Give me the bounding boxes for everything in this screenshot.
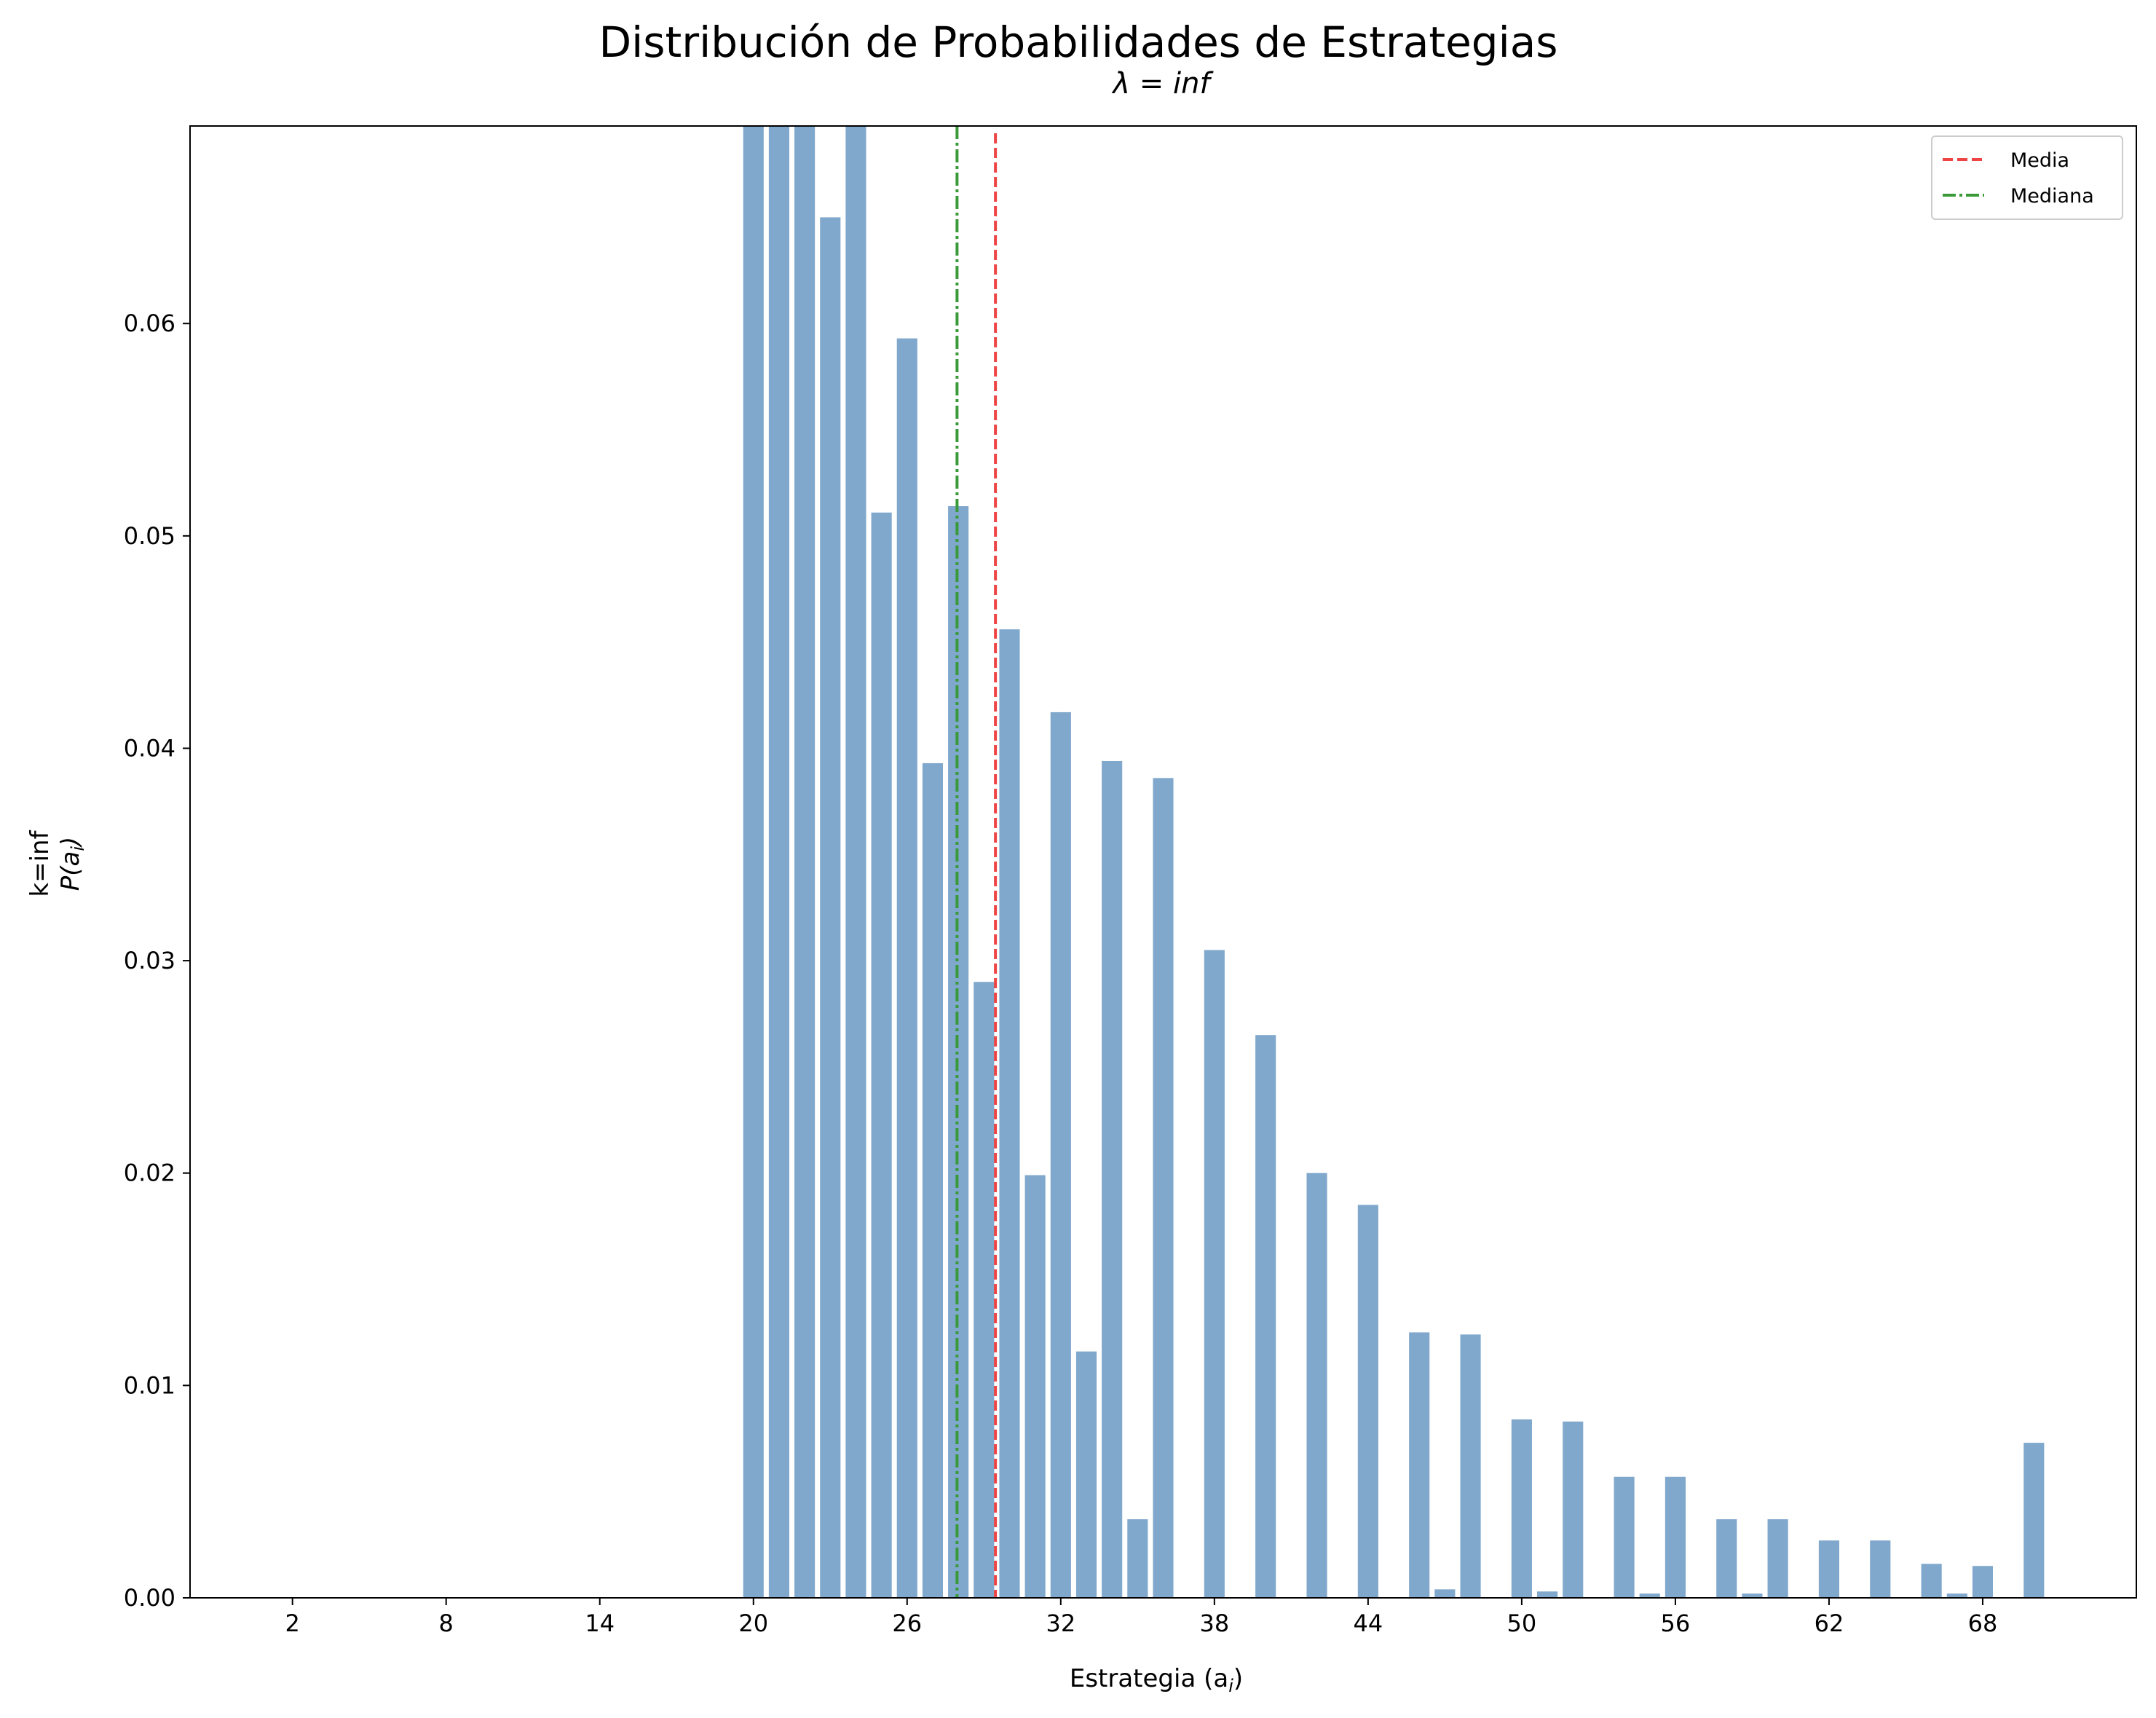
- bar-20: [743, 126, 764, 1598]
- legend-label-media: Media: [2010, 149, 2069, 172]
- bar-62: [1818, 1540, 1840, 1598]
- chart-subtitle: λ = inf: [1111, 67, 1214, 101]
- x-tick-label-38: 38: [1199, 1609, 1229, 1637]
- bar-22: [794, 126, 816, 1598]
- legend: Media Mediana: [1931, 135, 2123, 220]
- x-axis-label-subscript: i: [1228, 1676, 1233, 1696]
- y-tick-label-1: 0.01: [124, 1371, 175, 1399]
- bar-26: [896, 338, 917, 1598]
- bar-24: [845, 126, 866, 1598]
- bar-35: [1127, 1519, 1148, 1598]
- y-tick-label-4: 0.04: [124, 734, 175, 762]
- legend-label-mediana: Mediana: [2010, 185, 2094, 208]
- bar-21: [768, 126, 790, 1598]
- x-tick-label-32: 32: [1046, 1609, 1075, 1637]
- bar-55: [1639, 1593, 1660, 1598]
- x-tick-label-20: 20: [738, 1609, 768, 1637]
- legend-frame: [1931, 135, 2123, 220]
- bar-52: [1563, 1421, 1584, 1598]
- bar-40: [1255, 1035, 1276, 1598]
- x-tick-label-56: 56: [1661, 1609, 1691, 1637]
- x-tick-label-2: 2: [285, 1609, 300, 1637]
- bar-36: [1153, 778, 1174, 1598]
- bar-29: [974, 982, 995, 1598]
- x-axis-label-close: ): [1233, 1664, 1243, 1693]
- y-axis-label-inner-close: ): [56, 837, 85, 848]
- bar-64: [1870, 1540, 1891, 1598]
- x-tick-label-62: 62: [1815, 1609, 1844, 1637]
- x-tick-label-50: 50: [1507, 1609, 1537, 1637]
- bar-59: [1742, 1593, 1763, 1598]
- bar-51: [1536, 1591, 1558, 1598]
- x-axis-ticks: 2 8 14 20 26 32 38 44 50 56 62 68: [285, 1598, 1998, 1637]
- x-tick-label-14: 14: [585, 1609, 615, 1637]
- x-tick-label-44: 44: [1354, 1609, 1383, 1637]
- bar-23: [820, 217, 841, 1599]
- chart-title: Distribución de Probabilidades de Estrat…: [599, 17, 1558, 67]
- y-tick-label-2: 0.02: [124, 1159, 175, 1187]
- y-tick-label-3: 0.03: [124, 947, 175, 974]
- x-tick-label-8: 8: [439, 1609, 454, 1637]
- bar-33: [1075, 1351, 1097, 1598]
- x-axis-label: Estrategia (ai): [1070, 1664, 1243, 1696]
- bar-25: [871, 512, 892, 1598]
- bar-67: [1946, 1593, 1967, 1598]
- x-tick-label-68: 68: [1968, 1609, 1998, 1637]
- bar-66: [1921, 1564, 1942, 1598]
- bar-30: [999, 629, 1020, 1598]
- bar-34: [1102, 760, 1123, 1598]
- axes-border: [189, 125, 2137, 1599]
- bar-54: [1614, 1476, 1635, 1598]
- bars-layer: [743, 126, 2045, 1599]
- y-tick-label-5: 0.05: [124, 522, 175, 550]
- x-axis-label-text: Estrategia (a: [1070, 1664, 1228, 1693]
- bar-50: [1511, 1419, 1532, 1598]
- y-tick-label-0: 0.00: [124, 1584, 175, 1612]
- bar-31: [1024, 1175, 1046, 1598]
- bar-47: [1434, 1589, 1456, 1598]
- reference-lines: [955, 126, 998, 1598]
- axes-frame: [189, 125, 2137, 1599]
- bar-70: [2023, 1443, 2045, 1598]
- bar-58: [1716, 1519, 1737, 1598]
- bar-32: [1050, 712, 1071, 1599]
- x-tick-label-26: 26: [892, 1609, 922, 1637]
- bar-44: [1357, 1205, 1378, 1598]
- y-axis-label-outer: k=inf: [25, 830, 55, 897]
- bar-48: [1460, 1334, 1481, 1598]
- y-axis-label-inner-subscript: i: [68, 846, 88, 851]
- bar-46: [1409, 1332, 1430, 1598]
- bar-38: [1204, 950, 1225, 1598]
- y-axis-ticks: 0.00 0.01 0.02 0.03 0.04 0.05 0.06: [124, 310, 190, 1612]
- bar-56: [1665, 1476, 1686, 1598]
- y-axis-label-inner: P(ai): [56, 837, 88, 891]
- bar-42: [1306, 1173, 1327, 1598]
- y-axis-label-inner-text: P(a: [56, 851, 85, 891]
- bar-68: [1972, 1566, 1994, 1598]
- bar-60: [1767, 1519, 1788, 1598]
- bar-27: [922, 763, 944, 1598]
- y-tick-label-6: 0.06: [124, 310, 175, 337]
